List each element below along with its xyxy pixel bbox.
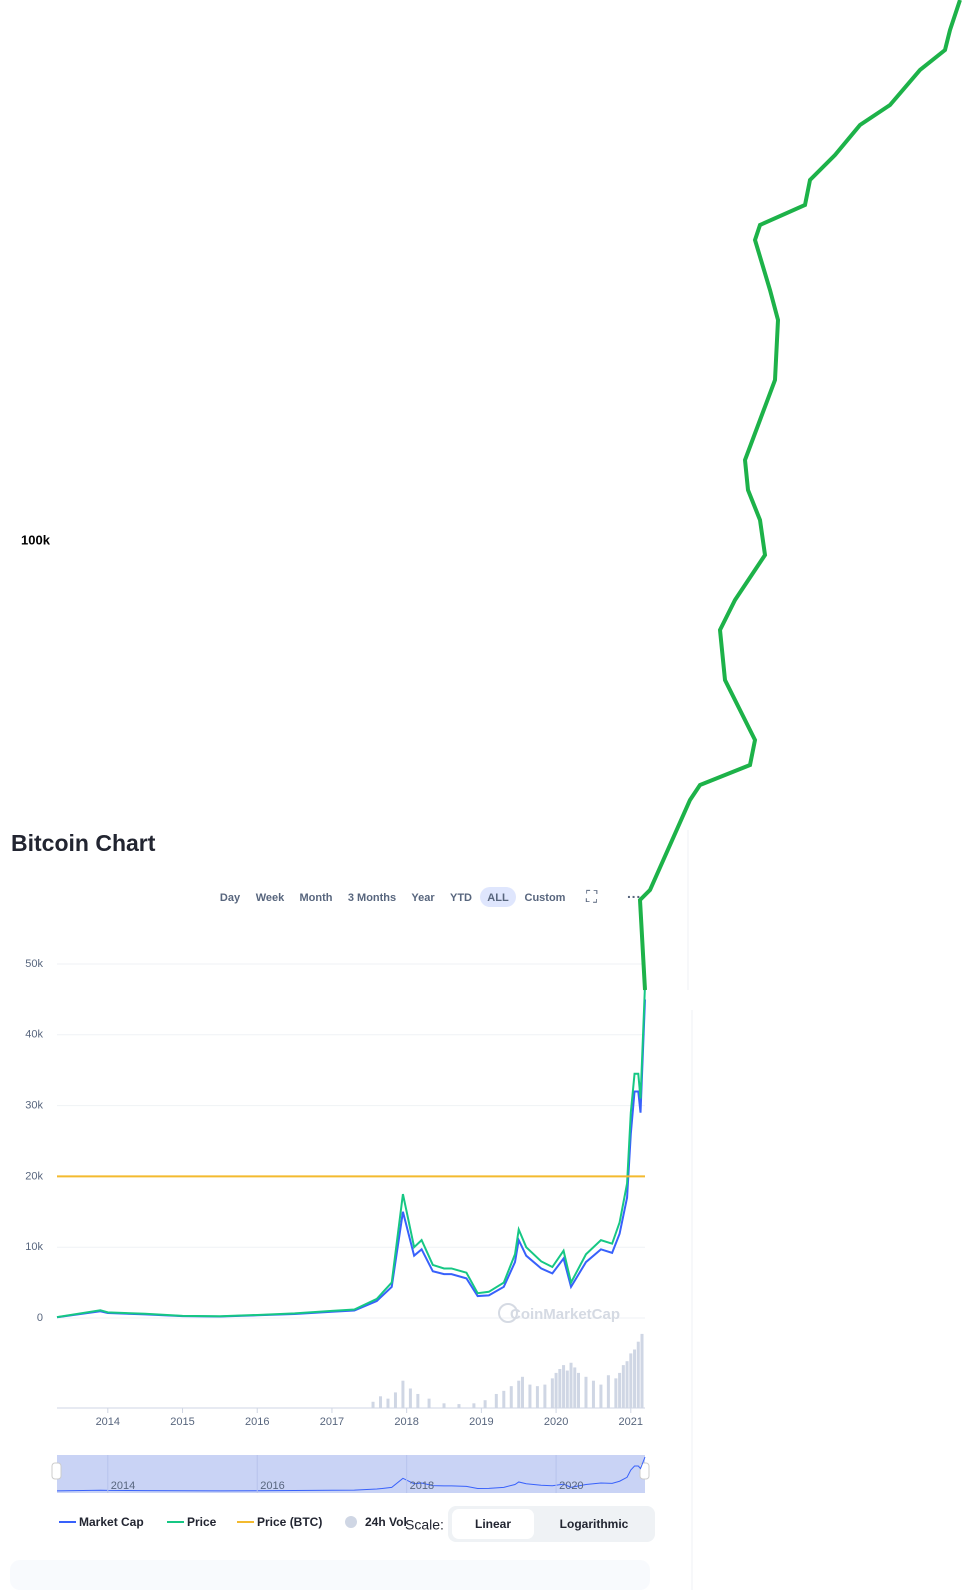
navigator-label: 2016 [260,1480,284,1492]
volume-bar [625,1361,629,1408]
fullscreen-icon[interactable]: ⛶ [586,889,598,906]
range-button[interactable]: Month [300,892,333,904]
volume-bar [591,1380,595,1408]
volume-bar [379,1396,383,1408]
volume-bar [550,1378,554,1408]
series-line [56,985,646,1319]
y-tick-label: 10k [25,1241,43,1253]
legend-label[interactable]: Price (BTC) [257,1515,322,1529]
range-button[interactable]: Day [220,892,241,904]
volume-bar [621,1365,625,1408]
volume-bar [562,1365,566,1408]
volume-bar [386,1398,390,1408]
volume-bar [502,1390,506,1408]
x-tick-label: 2016 [245,1416,269,1428]
volume-bar [565,1370,569,1408]
volume-bar [483,1400,487,1408]
series-line [56,999,646,1319]
volume-bar [517,1380,521,1408]
y-tick-label: 30k [25,1100,43,1112]
volume-bar [457,1404,461,1408]
navigator[interactable] [57,1455,645,1493]
overflow-label: 100k [21,532,51,547]
volume-bar [535,1386,539,1408]
volume-bar [442,1403,446,1408]
bottom-panel [10,1560,650,1590]
volume-bar [573,1367,577,1408]
volume-bar [554,1372,558,1408]
navigator-label: 2014 [111,1480,135,1492]
volume-bar [494,1393,498,1408]
x-tick-label: 2019 [469,1416,493,1428]
y-tick-label: 50k [25,958,43,970]
legend-label[interactable]: Market Cap [79,1515,144,1529]
range-button[interactable]: Year [411,892,435,904]
volume-bar [584,1376,588,1408]
x-tick-label: 2020 [544,1416,568,1428]
navigator-handle[interactable] [639,1462,650,1480]
volume-bar [520,1376,524,1408]
watermark: CoinMarketCap [510,1306,620,1323]
volume-bar [416,1393,420,1408]
scale-active [452,1509,534,1539]
overflow-line [637,0,962,991]
volume-bar [614,1378,618,1408]
legend-label[interactable]: Price [187,1515,217,1529]
navigator-handle[interactable] [51,1462,62,1480]
volume-bar [633,1349,637,1408]
legend-swatch [345,1516,357,1528]
volume-bar [618,1372,622,1408]
volume-bar [393,1392,397,1408]
x-tick-label: 2015 [170,1416,194,1428]
volume-bar [599,1384,603,1408]
volume-bar [528,1384,532,1408]
page-title: Bitcoin Chart [11,830,156,856]
volume-bar [640,1333,644,1408]
volume-bar [629,1353,633,1408]
y-tick-label: 40k [25,1029,43,1041]
range-button[interactable]: ALL [487,892,509,904]
range-button[interactable]: 3 Months [348,892,396,904]
scale-label: Scale: [405,1517,444,1533]
volume-bar [569,1362,573,1408]
volume-bar [577,1372,581,1408]
y-tick-label: 20k [25,1170,43,1182]
navigator-label: 2020 [559,1480,583,1492]
volume-bar [401,1380,405,1408]
y-tick-label: 0 [37,1312,43,1324]
x-tick-label: 2021 [619,1416,643,1428]
scale-option[interactable]: Logarithmic [560,1517,629,1531]
volume-bar [543,1384,547,1408]
volume-bar [636,1341,640,1408]
navigator-label: 2018 [410,1480,434,1492]
volume-bar [509,1386,513,1408]
scale-option[interactable]: Linear [475,1517,511,1531]
range-button[interactable]: YTD [450,892,472,904]
range-button[interactable]: Custom [525,892,566,904]
range-active [480,887,516,907]
legend-label[interactable]: 24h Vol [365,1515,407,1529]
volume-bar [408,1388,412,1408]
volume-bar [558,1369,562,1408]
watermark-logo [498,1303,518,1323]
range-button[interactable]: Week [256,892,285,904]
volume-bar [472,1403,476,1408]
volume-bar [606,1375,610,1408]
x-tick-label: 2014 [96,1416,120,1428]
more-icon[interactable]: ··· [627,889,641,905]
x-tick-label: 2018 [394,1416,418,1428]
volume-bar [427,1398,431,1408]
navigator-line [56,1456,646,1492]
volume-bar [371,1401,375,1408]
x-tick-label: 2017 [320,1416,344,1428]
